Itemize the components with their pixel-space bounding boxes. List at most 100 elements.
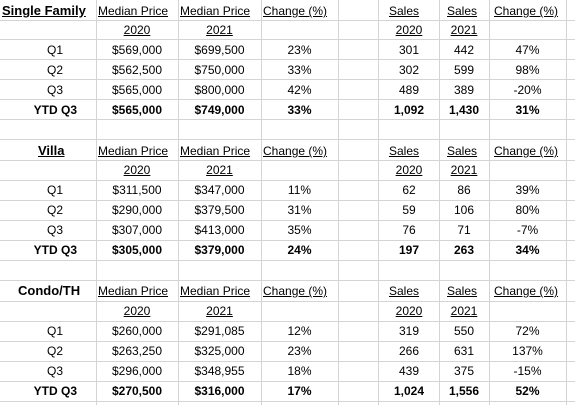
row-divider [0,401,575,402]
header-year-2020: 2020 [123,23,151,37]
column-divider [566,0,567,405]
sales-2020: 197 [398,243,420,257]
sales-2021: 1,430 [448,103,480,117]
header-year-2021: 2021 [206,163,233,177]
header-median-price-2020: Median Price [98,284,169,298]
row-divider [0,119,575,120]
price-change: 33% [287,103,312,117]
sales-2021: 263 [453,243,475,257]
row-label: Q1 [46,183,63,197]
sales-change: 39% [515,183,540,197]
header-median-price-2021: Median Price [180,144,251,158]
price-change: 24% [287,243,312,257]
header-sales-2020: Sales [389,144,420,158]
row-divider [0,301,575,302]
price-change: 35% [287,223,312,237]
sales-2020: 1,092 [393,103,425,117]
row-label: Q1 [46,43,63,57]
sales-2021: 71 [457,223,471,237]
median-price-2021: $750,000 [194,63,245,77]
sales-change: -20% [513,83,542,97]
price-change: 12% [287,324,312,338]
header-price-change: Change (%) [263,284,328,298]
header-sales-2020: Sales [389,4,420,18]
sales-2020: 1,024 [393,384,425,398]
header-sales-2021: Sales [447,144,478,158]
median-price-2020: $296,000 [111,364,163,378]
row-divider [0,39,575,40]
row-divider [0,361,575,362]
price-change: 31% [287,203,312,217]
sales-change: -7% [516,223,539,237]
header-year-2020: 2020 [123,163,151,177]
sales-change: 52% [515,384,540,398]
sales-2020: 439 [398,364,420,378]
median-price-2021: $348,955 [194,364,245,378]
column-divider [489,0,490,405]
sales-change: 72% [515,324,540,338]
row-divider [0,180,575,181]
median-price-2021: $347,000 [194,183,245,197]
sales-change: -15% [513,364,542,378]
sales-2021: 550 [453,324,475,338]
row-label: Q2 [46,203,63,217]
header-price-change: Change (%) [263,4,328,18]
median-price-2020: $311,500 [112,183,162,197]
sales-2021: 1,556 [448,384,480,398]
sales-2021: 631 [453,344,475,358]
header-median-price-2021: Median Price [180,4,251,18]
median-price-2021: $800,000 [194,83,245,97]
header-median-price-2020: Median Price [98,4,169,18]
sales-2021: 442 [453,43,475,57]
sales-change: 137% [512,344,543,358]
row-divider [0,59,575,60]
row-divider [0,139,575,140]
row-label: Q3 [46,83,63,97]
row-divider [0,160,575,161]
column-divider [338,0,339,405]
header-median-price-2021: Median Price [180,284,251,298]
median-price-2020: $290,000 [111,203,163,217]
row-label-ytd: YTD Q3 [33,103,77,117]
sales-2020: 302 [398,63,420,77]
median-price-2021: $413,000 [194,223,245,237]
row-divider [0,220,575,221]
sales-2021: 375 [453,364,475,378]
median-price-2021: $379,000 [194,243,245,257]
sales-2021: 86 [457,183,471,197]
column-divider [378,0,379,405]
median-price-2020: $270,500 [111,384,163,398]
median-price-2021: $291,085 [194,324,245,338]
row-divider [0,200,575,201]
section-title: Condo/TH [18,283,81,298]
price-change: 23% [287,43,312,57]
row-label: Q2 [46,63,63,77]
header-year-2021: 2021 [206,23,233,37]
median-price-2021: $316,000 [194,384,245,398]
section-title: Single Family [2,3,86,18]
median-price-2021: $699,500 [194,43,245,57]
sales-2020: 489 [398,83,420,97]
header-sales-year-2021: 2021 [450,23,478,37]
header-sales-2020: Sales [389,284,420,298]
row-divider [0,79,575,80]
row-divider [0,280,575,281]
median-price-2020: $307,000 [111,223,163,237]
row-label: Q3 [46,364,63,378]
section-title: Villa [38,143,65,158]
median-price-2020: $562,500 [111,63,163,77]
header-sales-change: Change (%) [494,284,559,298]
median-price-2021: $379,500 [194,203,245,217]
price-change: 18% [287,364,312,378]
column-divider [96,0,97,405]
row-divider [0,99,575,100]
header-year-2021: 2021 [206,304,233,318]
row-label: Q2 [46,344,63,358]
header-median-price-2020: Median Price [98,144,169,158]
sales-change: 47% [515,43,540,57]
price-change: 17% [287,384,312,398]
header-sales-year-2020: 2020 [395,23,423,37]
sales-2020: 319 [398,324,420,338]
row-divider [0,260,575,261]
